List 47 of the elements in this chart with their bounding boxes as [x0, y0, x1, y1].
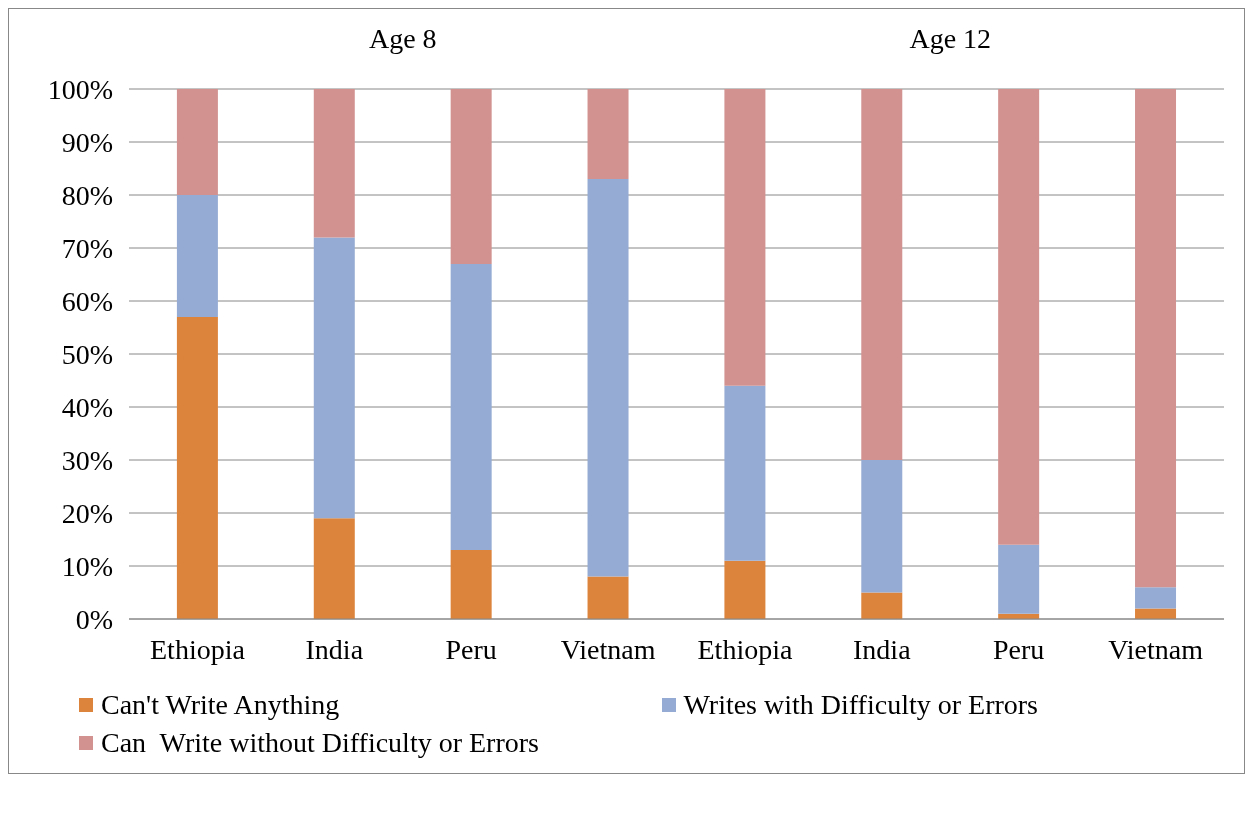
bar [176, 89, 218, 195]
y-tick-label: 0% [75, 603, 113, 635]
bar [1135, 587, 1177, 609]
x-tick-label: Peru [445, 633, 497, 665]
bar [313, 237, 355, 519]
x-tick-label: Vietnam [1108, 633, 1204, 665]
bar [450, 89, 492, 264]
bar [724, 385, 766, 561]
x-tick-label: Ethiopia [697, 633, 793, 665]
bar [998, 89, 1040, 545]
bar [313, 518, 355, 619]
y-tick-label: 60% [61, 285, 113, 317]
bar [1135, 608, 1177, 619]
y-tick-label: 90% [61, 126, 113, 158]
bar [176, 316, 218, 619]
bar [724, 560, 766, 619]
y-tick-label: 40% [61, 391, 113, 423]
y-tick-label: 30% [61, 444, 113, 476]
y-tick-label: 50% [61, 338, 113, 370]
bar [313, 89, 355, 238]
bar [998, 544, 1040, 614]
x-tick-label: India [853, 633, 912, 665]
legend-label: Can Write without Difficulty or Errors [101, 727, 539, 759]
legend-label: Can't Write Anything [101, 689, 340, 721]
x-tick-label: Vietnam [560, 633, 656, 665]
bar [861, 89, 903, 460]
text: Age 8 [367, 23, 438, 55]
bar [861, 592, 903, 619]
x-tick-label: Peru [993, 633, 1045, 665]
bar [724, 89, 766, 386]
y-tick-label: 20% [61, 497, 113, 529]
bar [450, 550, 492, 619]
x-tick-label: India [305, 633, 364, 665]
bar [587, 576, 629, 619]
y-tick-label: 70% [61, 232, 113, 264]
legend-label: Writes with Difficulty or Errors [683, 689, 1038, 721]
bar [1135, 89, 1177, 588]
bar [450, 263, 492, 551]
y-tick-label: 100% [47, 73, 113, 105]
x-tick-label: Ethiopia [150, 633, 246, 665]
y-tick-label: 10% [61, 550, 113, 582]
y-tick-label: 80% [61, 179, 113, 211]
bar [176, 195, 218, 317]
bar [861, 460, 903, 593]
text: Age 12 [908, 23, 993, 55]
bar [587, 89, 629, 180]
bar [587, 179, 629, 577]
